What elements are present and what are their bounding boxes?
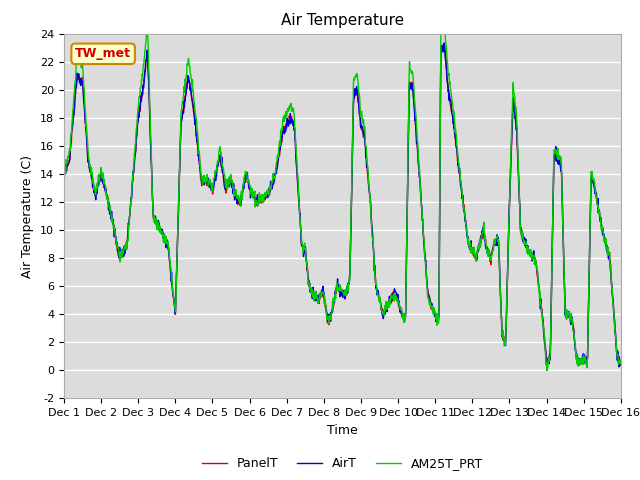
AirT [440, 40, 448, 46]
Y-axis label: Air Temperature (C): Air Temperature (C) [22, 155, 35, 277]
Line: AM25T_PRT: AM25T_PRT [64, 34, 621, 371]
AM25T_PRT [552, 147, 559, 153]
Line: PanelT: PanelT [64, 46, 621, 366]
PanelT [551, 150, 559, 156]
AirT [60, 179, 68, 184]
AM25T_PRT [184, 57, 192, 63]
AirT [617, 361, 625, 367]
PanelT [184, 75, 191, 81]
PanelT [170, 301, 178, 307]
AirT [429, 308, 436, 313]
AM25T_PRT [143, 31, 150, 36]
PanelT [502, 332, 509, 337]
AirT [615, 364, 623, 370]
Line: AirT: AirT [64, 43, 621, 367]
AM25T_PRT [60, 161, 68, 167]
AM25T_PRT [502, 330, 509, 336]
AM25T_PRT [543, 368, 551, 373]
AirT [170, 300, 178, 306]
PanelT [616, 363, 624, 369]
AM25T_PRT [617, 358, 625, 363]
PanelT [429, 305, 436, 311]
AM25T_PRT [429, 307, 437, 312]
PanelT [617, 362, 625, 368]
Text: TW_met: TW_met [75, 48, 131, 60]
AirT [502, 331, 509, 336]
AirT [246, 183, 254, 189]
PanelT [438, 43, 446, 48]
AM25T_PRT [246, 184, 254, 190]
PanelT [246, 184, 254, 190]
Legend: PanelT, AirT, AM25T_PRT: PanelT, AirT, AM25T_PRT [196, 452, 488, 475]
PanelT [60, 168, 68, 173]
AM25T_PRT [171, 303, 179, 309]
X-axis label: Time: Time [327, 424, 358, 437]
Title: Air Temperature: Air Temperature [281, 13, 404, 28]
AirT [184, 72, 191, 78]
AirT [551, 154, 559, 159]
